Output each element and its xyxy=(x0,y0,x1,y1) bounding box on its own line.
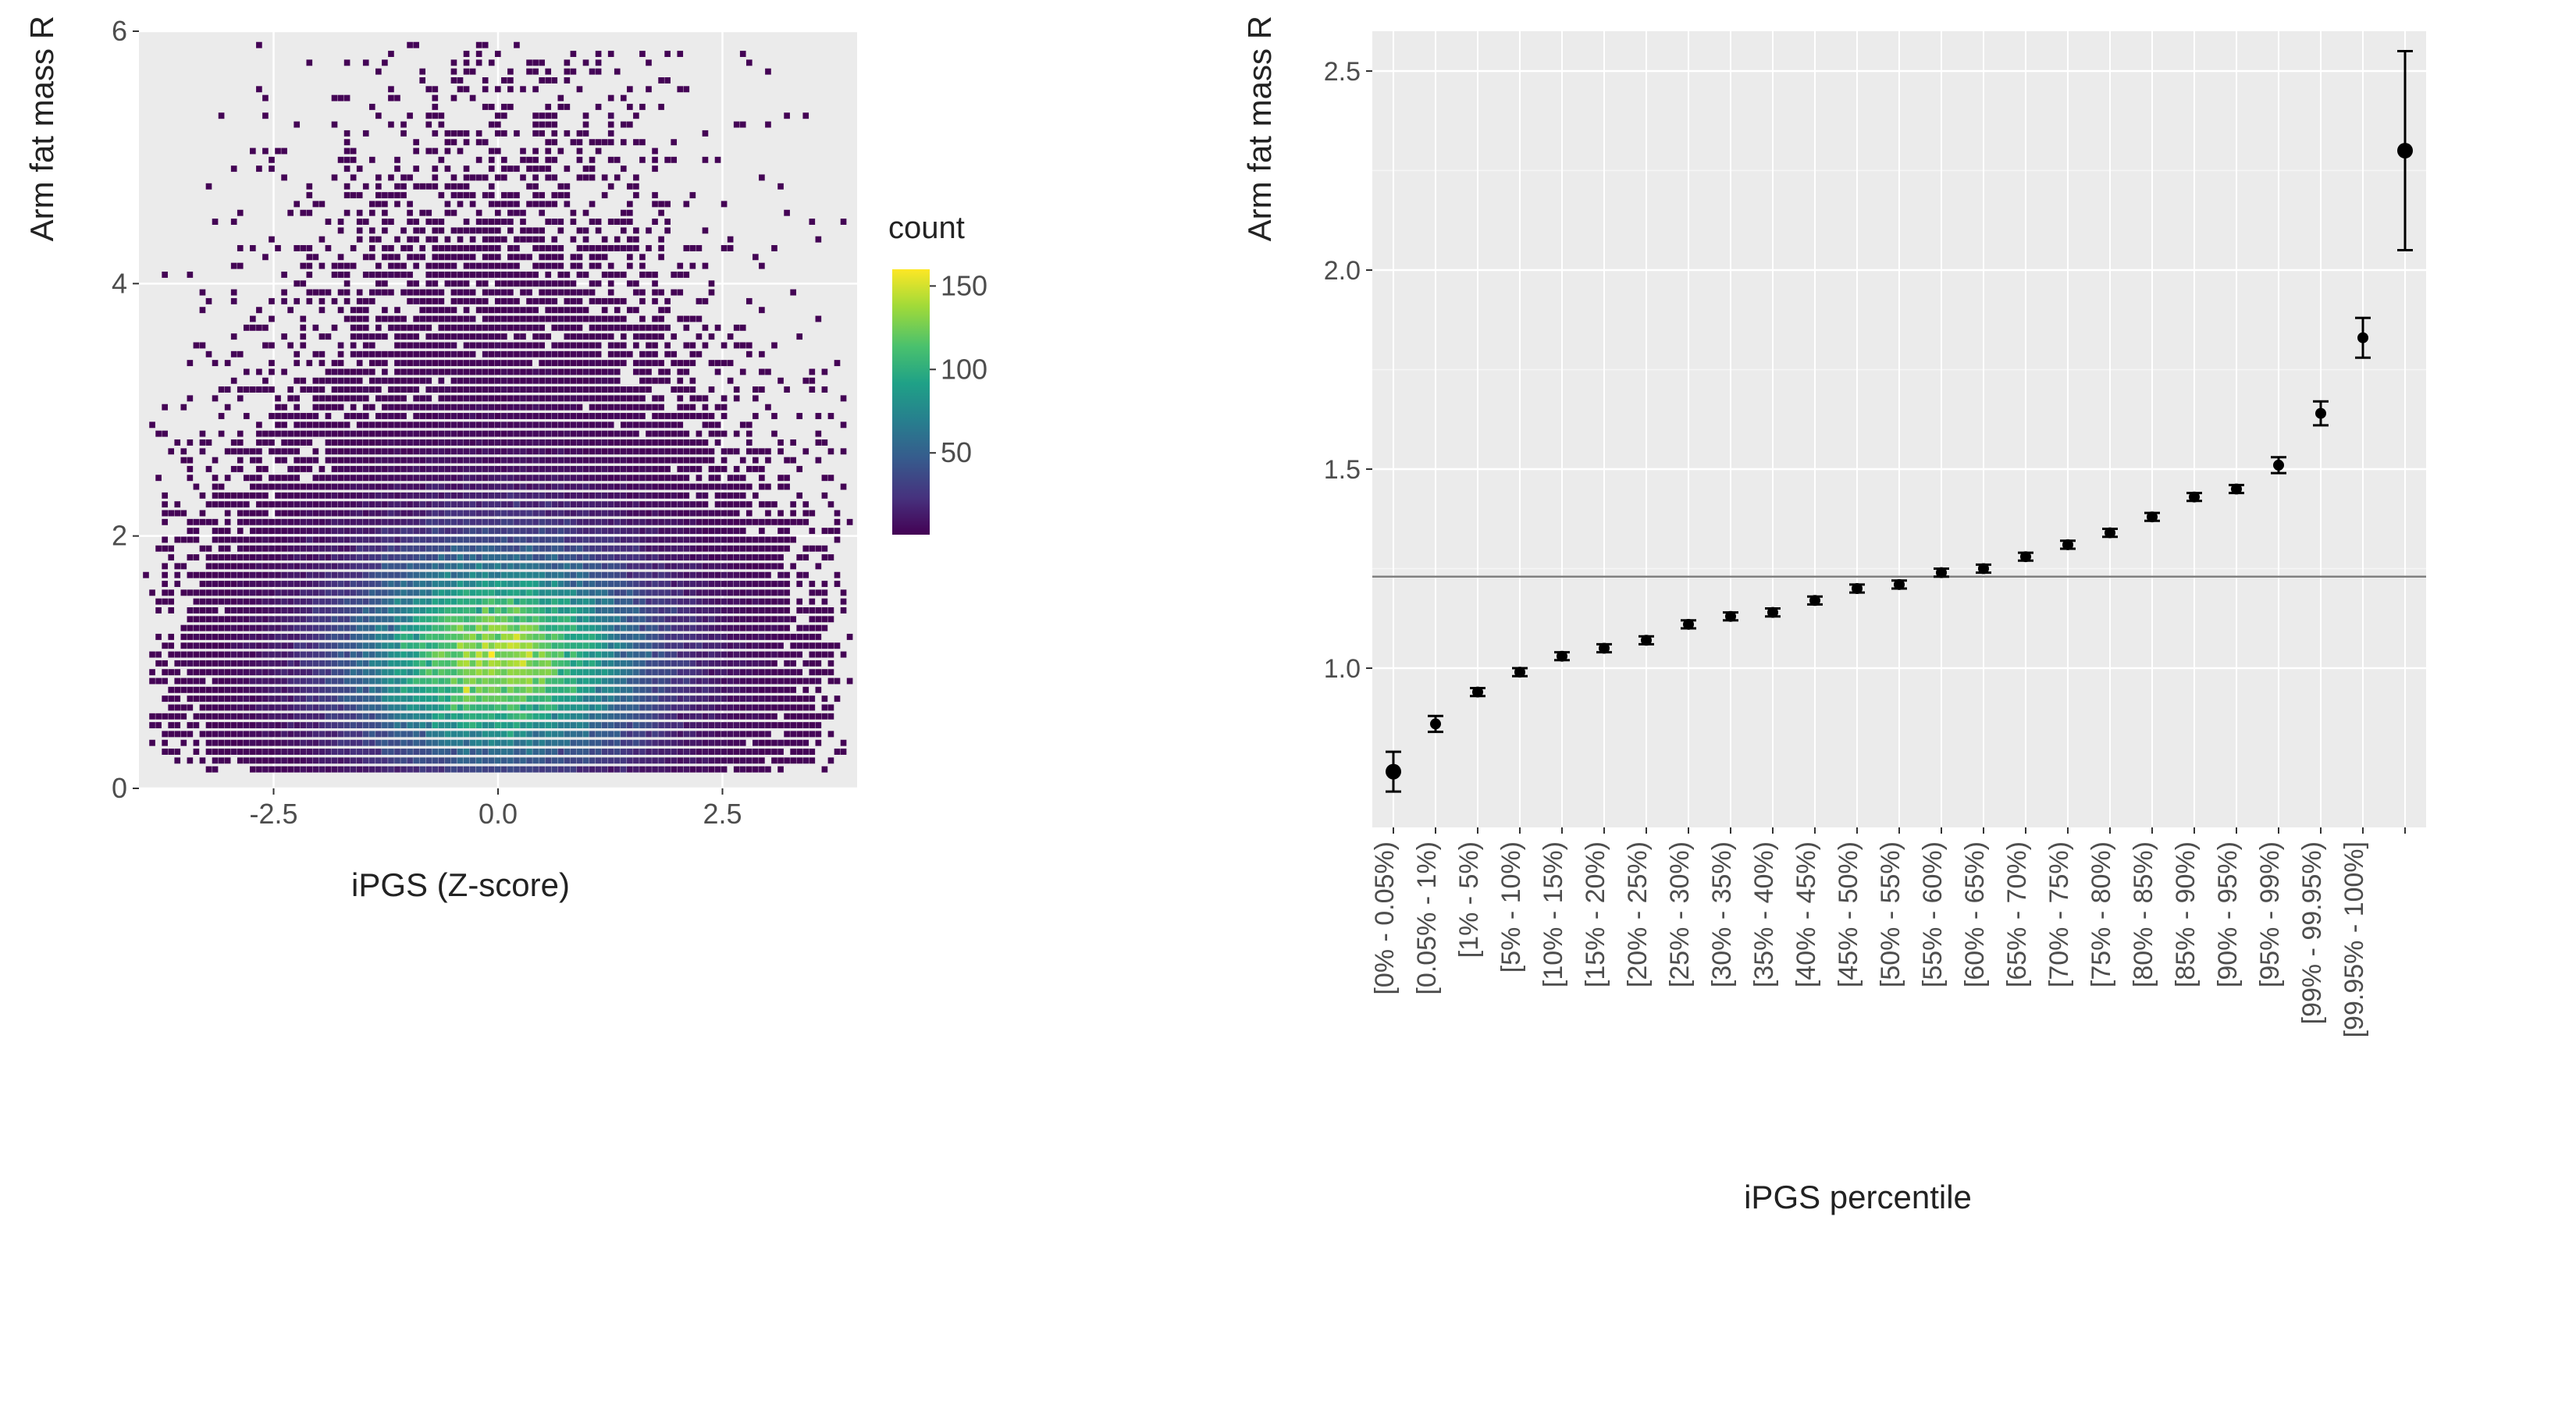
right-ylabel: Arm fat mass R xyxy=(1233,16,1286,241)
svg-text:0.0: 0.0 xyxy=(479,798,518,830)
svg-text:0: 0 xyxy=(112,772,127,804)
hexbin-chart: -2.5 0.0 2.5 0 2 4 6 xyxy=(69,16,865,843)
left-ylabel: Arm fat mass R xyxy=(16,16,69,241)
legend-title: count xyxy=(888,211,1044,246)
percentile-chart: 1.01.52.02.5[0% - 0.05%)[0.05% - 1%)[1% … xyxy=(1286,16,2442,1171)
svg-text:2.5: 2.5 xyxy=(703,798,742,830)
svg-text:2: 2 xyxy=(112,520,127,552)
left-xlabel: iPGS (Z-score) xyxy=(351,866,570,903)
right-xlabel: iPGS percentile xyxy=(1744,1179,1972,1215)
left-panel: Arm fat mass R -2.5 0.0 2.5 0 2 4 6 count 5010… xyxy=(16,16,1187,1389)
svg-text:4: 4 xyxy=(112,267,127,299)
legend: count 50100150 xyxy=(888,211,1044,550)
legend-colorbar: 50100150 xyxy=(888,254,1044,550)
svg-text:6: 6 xyxy=(112,16,127,47)
svg-text:-2.5: -2.5 xyxy=(249,798,297,830)
right-panel: Arm fat mass R 1.01.52.02.5[0% - 0.05%)[… xyxy=(1233,16,2443,1389)
